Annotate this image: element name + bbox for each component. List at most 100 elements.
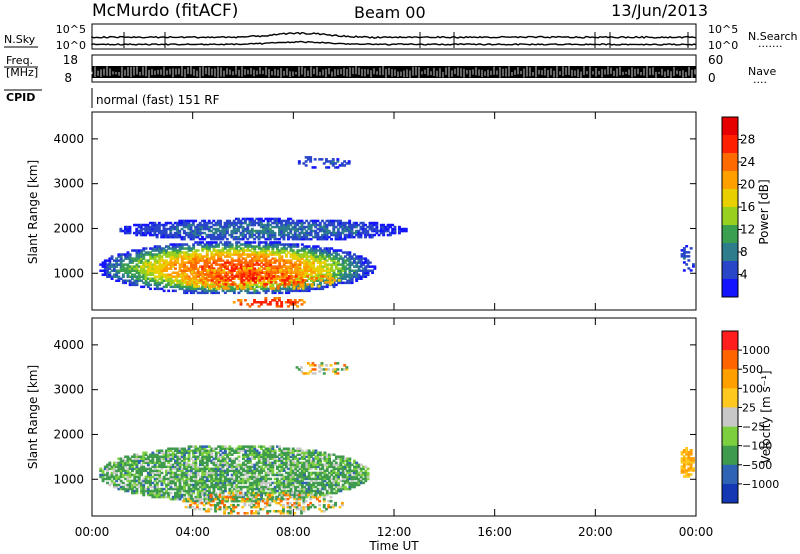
heatmap-cell: [165, 277, 168, 280]
heatmap-cell: [291, 235, 295, 239]
heatmap-cell: [212, 223, 216, 227]
heatmap-cell: [158, 251, 162, 254]
heatmap-cell: [155, 265, 159, 268]
heatmap-cell: [165, 451, 168, 454]
noise-tick-right-bottom: 10^0: [708, 39, 738, 52]
heatmap-cell: [273, 257, 277, 260]
heatmap-cell: [321, 227, 324, 231]
heatmap-cell: [140, 271, 143, 274]
heatmap-cell: [332, 223, 336, 227]
heatmap-cell: [151, 249, 155, 252]
heatmap-cell: [305, 229, 309, 233]
heatmap-cell: [194, 225, 198, 229]
heatmap-cell: [192, 471, 196, 475]
heatmap-cell: [126, 251, 130, 254]
heatmap-cell: [174, 487, 177, 491]
heatmap-cell: [287, 285, 291, 289]
heatmap-cell: [260, 467, 263, 471]
heatmap-cell: [174, 491, 177, 495]
heatmap-cell: [362, 263, 365, 266]
heatmap-cell: [296, 481, 300, 485]
heatmap-cell: [115, 485, 119, 489]
heatmap-cell: [185, 225, 188, 229]
heatmap-cell: [255, 493, 259, 497]
heatmap-cell: [226, 267, 229, 270]
heatmap-cell: [103, 477, 107, 481]
heatmap-cell: [158, 253, 162, 256]
heatmap-cell: [244, 249, 248, 252]
heatmap-cell: [235, 499, 239, 503]
heatmap-cell: [319, 261, 322, 264]
heatmap-cell: [230, 485, 234, 489]
heatmap-cell: [142, 459, 146, 463]
heatmap-cell: [196, 261, 200, 264]
heatmap-cell: [359, 227, 363, 231]
heatmap-cell: [341, 269, 345, 272]
heatmap-cell: [158, 277, 162, 280]
heatmap-cell: [187, 257, 191, 260]
heatmap-cell: [162, 229, 166, 233]
heatmap-cell: [214, 259, 218, 262]
heatmap-cell: [379, 223, 383, 227]
heatmap-cell: [298, 491, 302, 495]
heatmap-cell: [253, 451, 257, 454]
heatmap-cell: [339, 269, 343, 272]
heatmap-cell: [187, 289, 191, 293]
heatmap-cell: [210, 281, 214, 285]
heatmap-cell: [149, 493, 152, 497]
heatmap-cell: [278, 261, 282, 264]
heatmap-cell: [273, 221, 277, 225]
heatmap-cell: [165, 265, 168, 268]
heatmap-cell: [194, 263, 198, 266]
heatmap-cell: [332, 229, 336, 233]
heatmap-cell: [165, 249, 168, 252]
heatmap-cell: [204, 283, 208, 286]
heatmap-cell: [126, 273, 130, 276]
heatmap-cell: [257, 277, 261, 280]
heatmap-cell: [278, 289, 282, 293]
heatmap-cell: [171, 475, 175, 479]
heatmap-cell: [176, 479, 180, 483]
heatmap-cell: [196, 231, 200, 235]
heatmap-cell: [189, 235, 193, 239]
heatmap-cell: [212, 483, 216, 487]
heatmap-cell: [242, 287, 246, 290]
heatmap-cell: [155, 455, 159, 458]
heatmap-cell: [292, 281, 296, 284]
heatmap-cell: [158, 275, 162, 278]
heatmap-cell: [307, 285, 311, 289]
heatmap-cell: [296, 229, 299, 233]
heatmap-cell: [148, 225, 152, 229]
heatmap-cell: [294, 487, 297, 491]
heatmap-cell: [366, 271, 370, 274]
heatmap-cell: [248, 229, 252, 233]
heatmap-cell: [142, 265, 146, 268]
heatmap-cell: [235, 477, 239, 481]
heatmap-cell: [319, 253, 322, 256]
heatmap-cell: [264, 231, 268, 235]
heatmap-cell: [366, 259, 370, 262]
heatmap-cell: [280, 493, 284, 497]
heatmap-cell: [226, 283, 229, 287]
heatmap-cell: [208, 261, 211, 264]
heatmap-cell: [180, 495, 184, 499]
heatmap-cell: [291, 469, 295, 473]
heatmap-cell: [278, 225, 281, 229]
heatmap-cell: [276, 481, 279, 485]
heatmap-cell: [160, 495, 164, 499]
heatmap-cell: [180, 245, 184, 248]
heatmap-cell: [133, 455, 137, 458]
heatmap-cell: [230, 453, 234, 456]
heatmap-cell: [183, 495, 186, 499]
heatmap-cell: [384, 229, 388, 233]
heatmap-cell: [260, 445, 263, 448]
heatmap-cell: [339, 223, 342, 227]
heatmap-cell: [201, 467, 205, 471]
heatmap-cell: [110, 263, 114, 266]
heatmap-cell: [296, 279, 300, 282]
heatmap-cell: [271, 245, 275, 248]
heatmap-cell: [278, 297, 281, 300]
heatmap-cell: [248, 243, 252, 246]
heatmap-cell: [194, 451, 198, 454]
heatmap-cell: [128, 275, 132, 278]
